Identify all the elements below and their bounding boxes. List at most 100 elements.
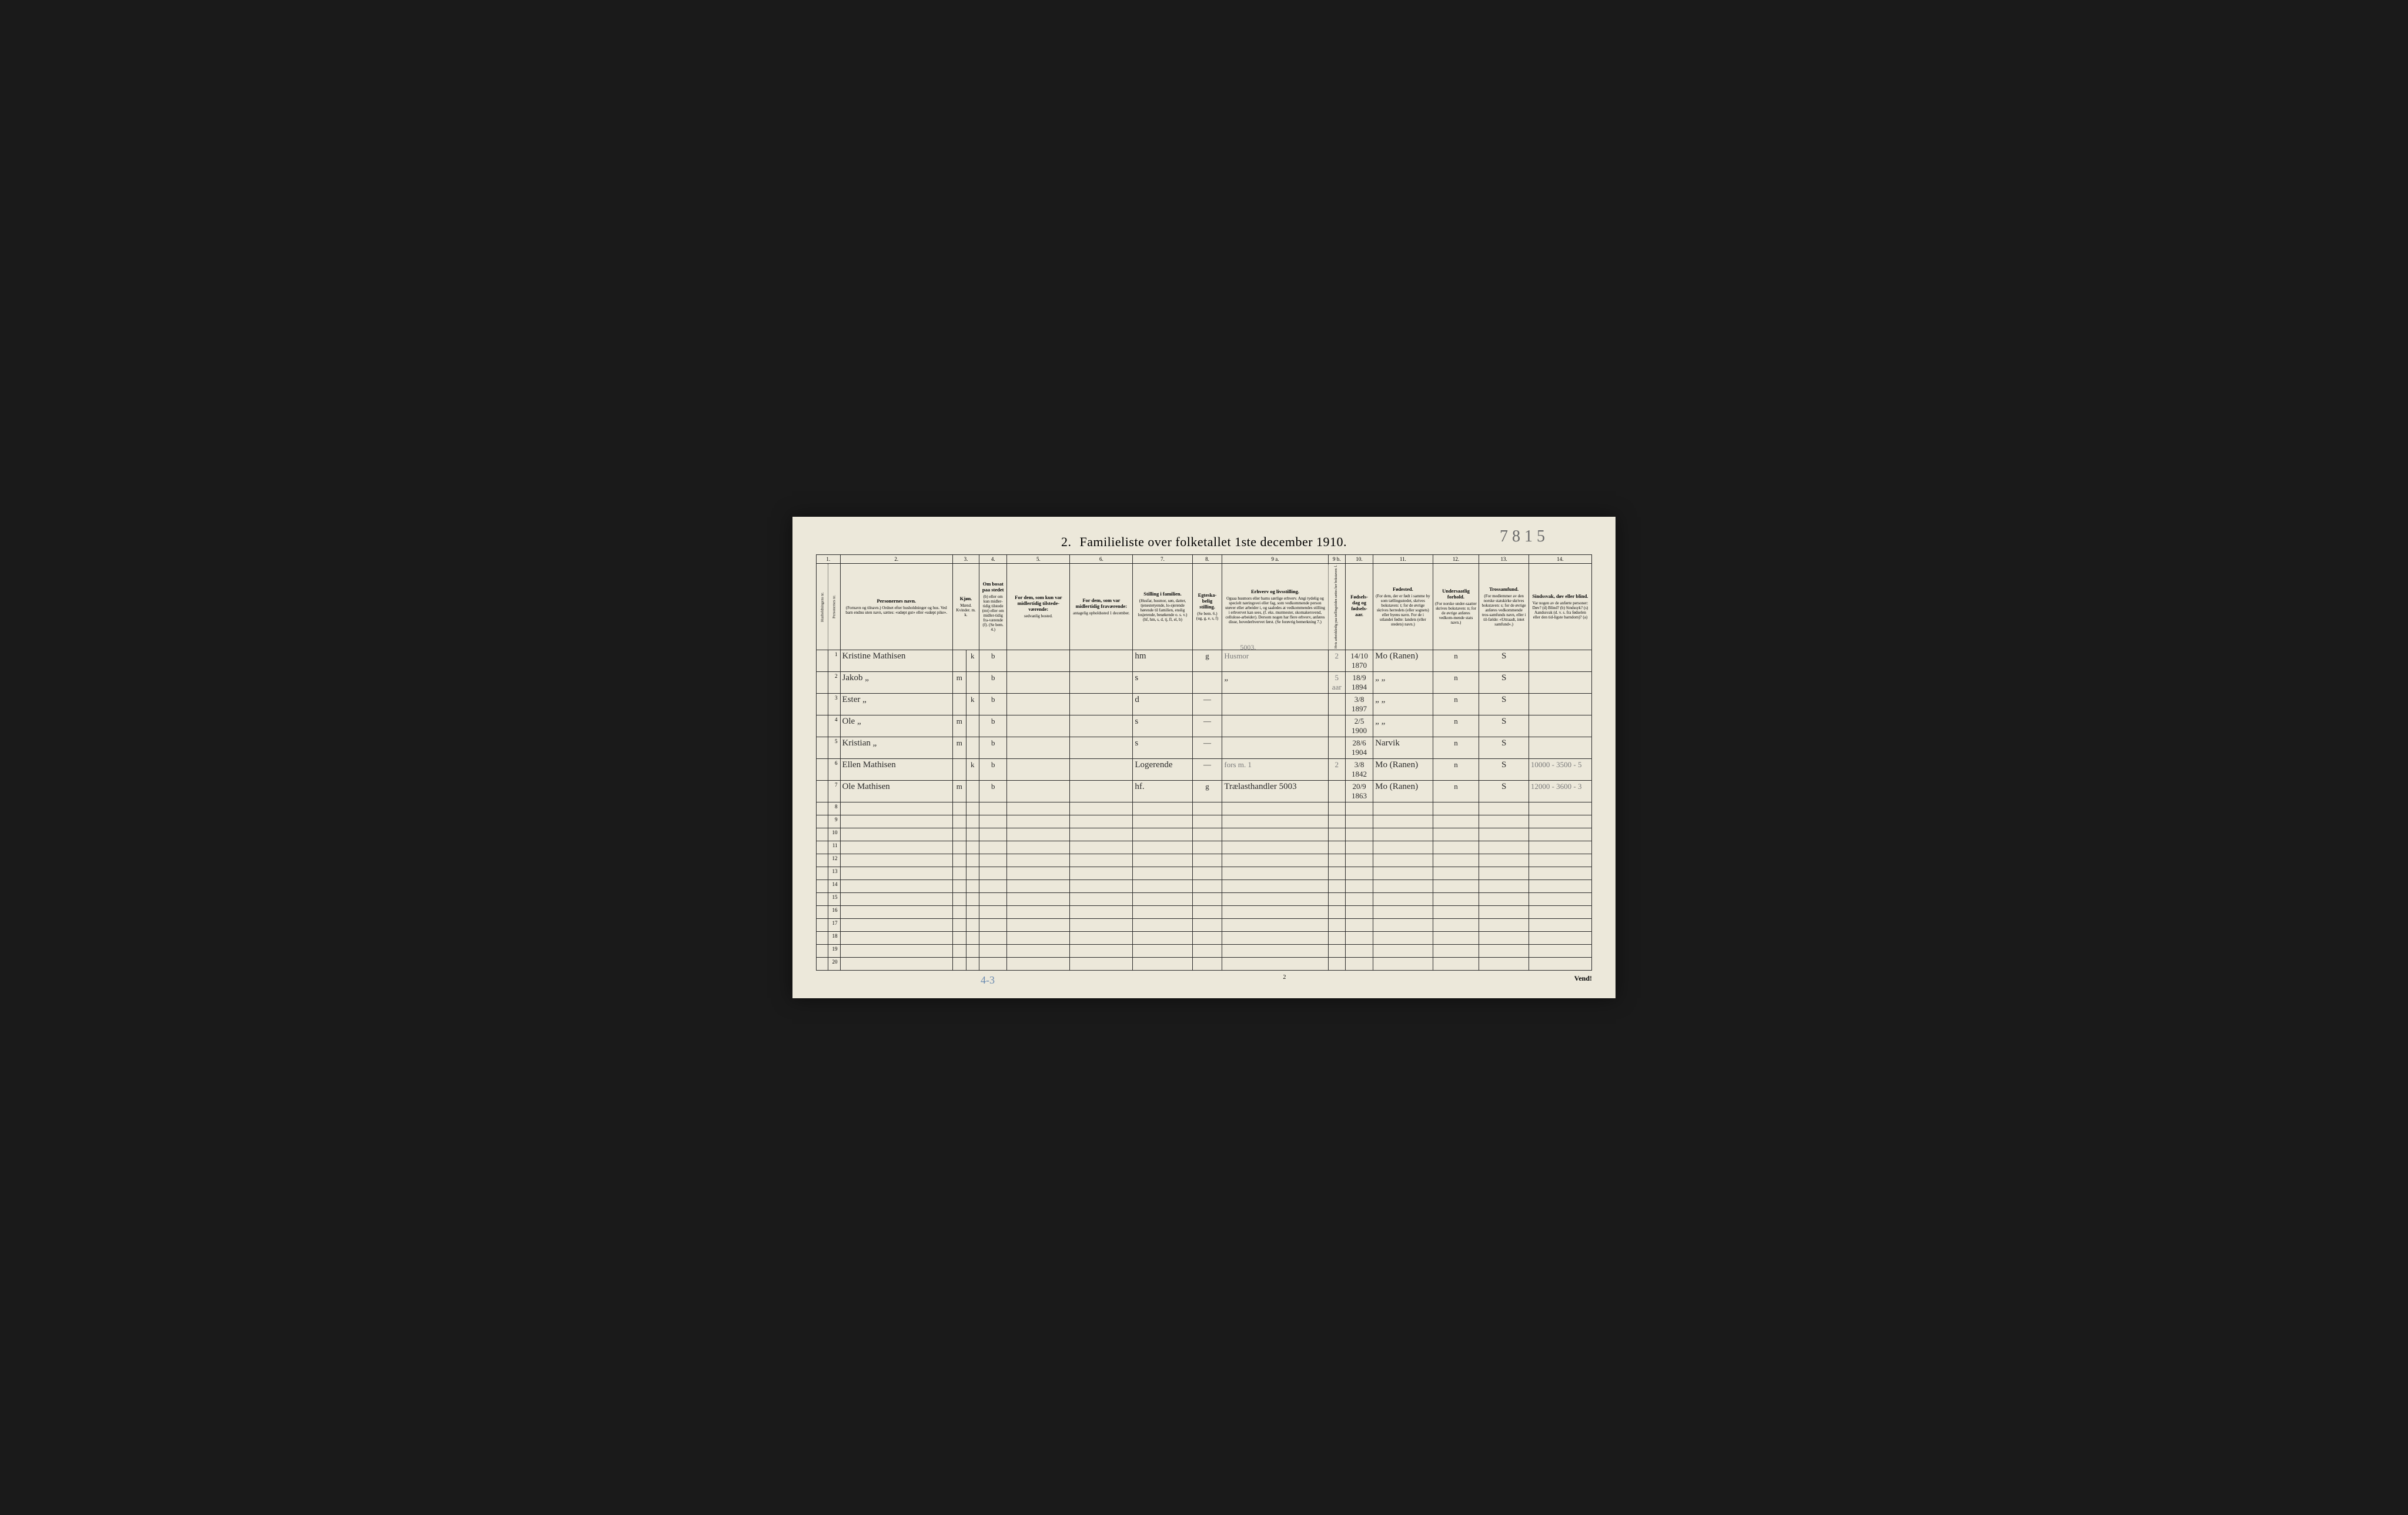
cell — [1373, 944, 1433, 957]
cell — [1222, 828, 1328, 841]
cell: Mo (Ranen) — [1373, 780, 1433, 802]
cell — [1529, 693, 1591, 715]
cell — [1222, 867, 1328, 879]
cell: S — [1479, 671, 1529, 693]
cell — [966, 879, 979, 892]
cell — [1222, 854, 1328, 867]
cell — [1192, 828, 1222, 841]
cell — [1433, 802, 1479, 815]
cell: S — [1479, 693, 1529, 715]
cell — [1070, 944, 1133, 957]
cell: Ellen Mathisen — [840, 758, 952, 780]
cell — [966, 715, 979, 737]
cell — [1433, 815, 1479, 828]
cell — [840, 815, 952, 828]
cell: n — [1433, 715, 1479, 737]
cell — [1070, 815, 1133, 828]
cell — [817, 650, 828, 671]
cell — [1070, 841, 1133, 854]
cell — [817, 802, 828, 815]
cell: k — [966, 693, 979, 715]
cell — [1328, 693, 1345, 715]
cell — [1007, 931, 1070, 944]
cell: „ — [1222, 671, 1328, 693]
cell — [1133, 905, 1192, 918]
cell: 14 — [828, 879, 840, 892]
cell — [1433, 905, 1479, 918]
cell — [1373, 879, 1433, 892]
hdr-fravaerende: For dem, som var midlertidig fraværende:… — [1070, 564, 1133, 650]
cell — [1433, 879, 1479, 892]
footer-vend: Vend! — [1574, 974, 1592, 986]
cell — [979, 918, 1007, 931]
cell — [1007, 892, 1070, 905]
cell — [1007, 841, 1070, 854]
cell: n — [1433, 650, 1479, 671]
cell — [1133, 841, 1192, 854]
cell — [966, 737, 979, 758]
cell: 2/5 1900 — [1345, 715, 1373, 737]
cell — [1328, 715, 1345, 737]
cell — [1328, 737, 1345, 758]
cell: „ „ — [1373, 671, 1433, 693]
table-row: 9 — [817, 815, 1592, 828]
cell — [1070, 957, 1133, 970]
cell — [817, 957, 828, 970]
cell — [953, 802, 966, 815]
cell: 16 — [828, 905, 840, 918]
cell — [1192, 879, 1222, 892]
cell: n — [1433, 758, 1479, 780]
table-row: 3Ester „kbd—3/8 1897„ „nS — [817, 693, 1592, 715]
cell — [1007, 867, 1070, 879]
cell — [966, 892, 979, 905]
table-row: 15 — [817, 892, 1592, 905]
cell — [1007, 715, 1070, 737]
cell — [979, 957, 1007, 970]
table-row: 2Jakob „mbs„5 aar18/9 1894„ „nS — [817, 671, 1592, 693]
cell — [1433, 867, 1479, 879]
cell — [817, 693, 828, 715]
cell — [953, 918, 966, 931]
cell — [979, 944, 1007, 957]
cell — [1192, 867, 1222, 879]
cell — [1133, 944, 1192, 957]
cell — [1373, 957, 1433, 970]
cell — [1222, 737, 1328, 758]
cell — [1222, 918, 1328, 931]
cell: „ „ — [1373, 715, 1433, 737]
cell: 15 — [828, 892, 840, 905]
title-text: Familieliste over folketallet 1ste decem… — [1079, 534, 1347, 549]
table-row: 8 — [817, 802, 1592, 815]
cell — [953, 854, 966, 867]
cell — [1007, 737, 1070, 758]
cell — [1070, 650, 1133, 671]
cell: n — [1433, 780, 1479, 802]
cell — [1007, 944, 1070, 957]
cell: s — [1133, 671, 1192, 693]
cell — [1192, 931, 1222, 944]
cell: 18/9 1894 — [1345, 671, 1373, 693]
cell — [966, 957, 979, 970]
cell: fors m. 1 — [1222, 758, 1328, 780]
cell: n — [1433, 737, 1479, 758]
cell: g — [1192, 780, 1222, 802]
cell: b — [979, 780, 1007, 802]
cell — [1070, 931, 1133, 944]
cell — [966, 905, 979, 918]
cell — [1192, 918, 1222, 931]
cell — [979, 905, 1007, 918]
cell — [1433, 944, 1479, 957]
cell: hf. — [1133, 780, 1192, 802]
cell: m — [953, 737, 966, 758]
cell — [817, 892, 828, 905]
cell — [1529, 828, 1591, 841]
cell — [1133, 879, 1192, 892]
cell — [817, 758, 828, 780]
hdr-sindssvak: Sindssvak, døv eller blind.Var nogen av … — [1529, 564, 1591, 650]
cell — [1529, 879, 1591, 892]
cell — [1345, 892, 1373, 905]
cell — [1373, 854, 1433, 867]
cell — [1328, 905, 1345, 918]
cell: Jakob „ — [840, 671, 952, 693]
cell — [840, 892, 952, 905]
